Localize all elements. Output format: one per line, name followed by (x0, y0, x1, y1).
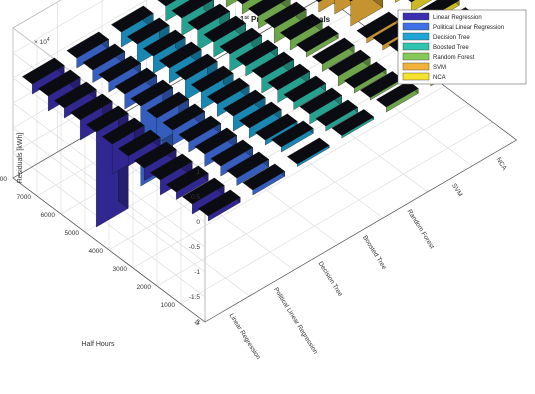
x-tick-label: Random Forest (406, 208, 436, 250)
z-tick-label: 1 (196, 169, 200, 176)
y-axis-label: Half Hours (81, 341, 115, 348)
bar (54, 81, 97, 119)
floor-frame (12, 0, 518, 323)
title-sup: st (244, 15, 249, 21)
bar (271, 120, 314, 153)
y-tick-label: 8000 (0, 176, 7, 183)
z-tick-label: -1.5 (189, 294, 201, 301)
z-tick-label: -2 (194, 319, 200, 326)
x-tick-label: Decision Tree (317, 260, 344, 298)
y-tick-label: 4000 (89, 248, 104, 255)
legend-entry: Decision Tree (433, 35, 470, 41)
legend-swatch (402, 62, 430, 71)
bar (226, 0, 239, 8)
bar (315, 0, 340, 13)
legend: Linear Regression Political Linear Regres… (397, 9, 527, 85)
legend-swatch (402, 72, 430, 81)
x-tick-label: Political Linear Regression (272, 286, 319, 355)
legend-swatch (402, 52, 430, 61)
bar (408, 0, 433, 13)
bar (226, 151, 269, 186)
y-tick-label: 6000 (41, 212, 56, 219)
y-tick-label: 2000 (137, 284, 152, 291)
bar (178, 115, 221, 153)
y-tick-label: 5000 (65, 230, 80, 237)
y-tick-label: 3000 (113, 266, 128, 273)
bar (239, 101, 282, 139)
bar (315, 99, 358, 132)
legend-swatch (402, 12, 430, 21)
legend-entry: NCA (433, 75, 446, 81)
bar (66, 31, 109, 69)
bar (344, 61, 387, 94)
x-tick-label: Boosted Tree (361, 234, 388, 271)
y-tick-label: 1000 (161, 302, 176, 309)
bar (296, 25, 339, 58)
bar (22, 57, 65, 95)
bar (348, 0, 383, 27)
bar (251, 51, 294, 94)
legend-entry: Boosted Tree (433, 45, 469, 51)
bar (328, 49, 371, 87)
bar (198, 189, 241, 222)
bar (182, 177, 225, 215)
legend-entry: Random Forest (433, 55, 475, 61)
z-axis-label: Residuals [kWh] (17, 133, 24, 184)
bar (248, 0, 291, 29)
z-tick-label: 0.5 (191, 194, 200, 201)
bar (299, 87, 342, 125)
bar (394, 0, 400, 3)
x-tick-label: Linear Regression (228, 312, 262, 361)
legend-swatch (402, 32, 430, 41)
bar (210, 139, 253, 177)
bar (283, 75, 326, 110)
bar (111, 5, 154, 48)
y-tick-label: 7000 (17, 194, 32, 201)
z-exponent-base: × 10 (34, 39, 47, 46)
bar (312, 37, 355, 72)
z-exponent-power: 4 (47, 37, 50, 43)
x-tick-label: NCA (495, 156, 509, 172)
legend-entry: Political Linear Regression (433, 25, 504, 31)
legend-entry: SVM (433, 65, 446, 71)
title-main: 1 (240, 15, 245, 24)
bar (287, 137, 330, 167)
bar (98, 55, 141, 93)
y-tick-label: 0 (195, 320, 199, 327)
bar (166, 165, 209, 200)
bar (280, 13, 323, 51)
bar (219, 27, 262, 72)
legend-swatch (402, 42, 430, 51)
bar (118, 129, 161, 167)
legend-swatch (402, 22, 430, 31)
z-exponent: × 104 (34, 37, 50, 46)
legend-entry: Linear Regression (433, 15, 482, 21)
z-tick-label: -0.5 (189, 244, 201, 251)
z-tick-label: 0 (196, 219, 200, 226)
bar (331, 109, 374, 139)
z-tick-label: -1 (194, 269, 200, 276)
x-tick-label: SVM (450, 182, 463, 198)
bar (242, 163, 285, 196)
bar (235, 39, 278, 77)
